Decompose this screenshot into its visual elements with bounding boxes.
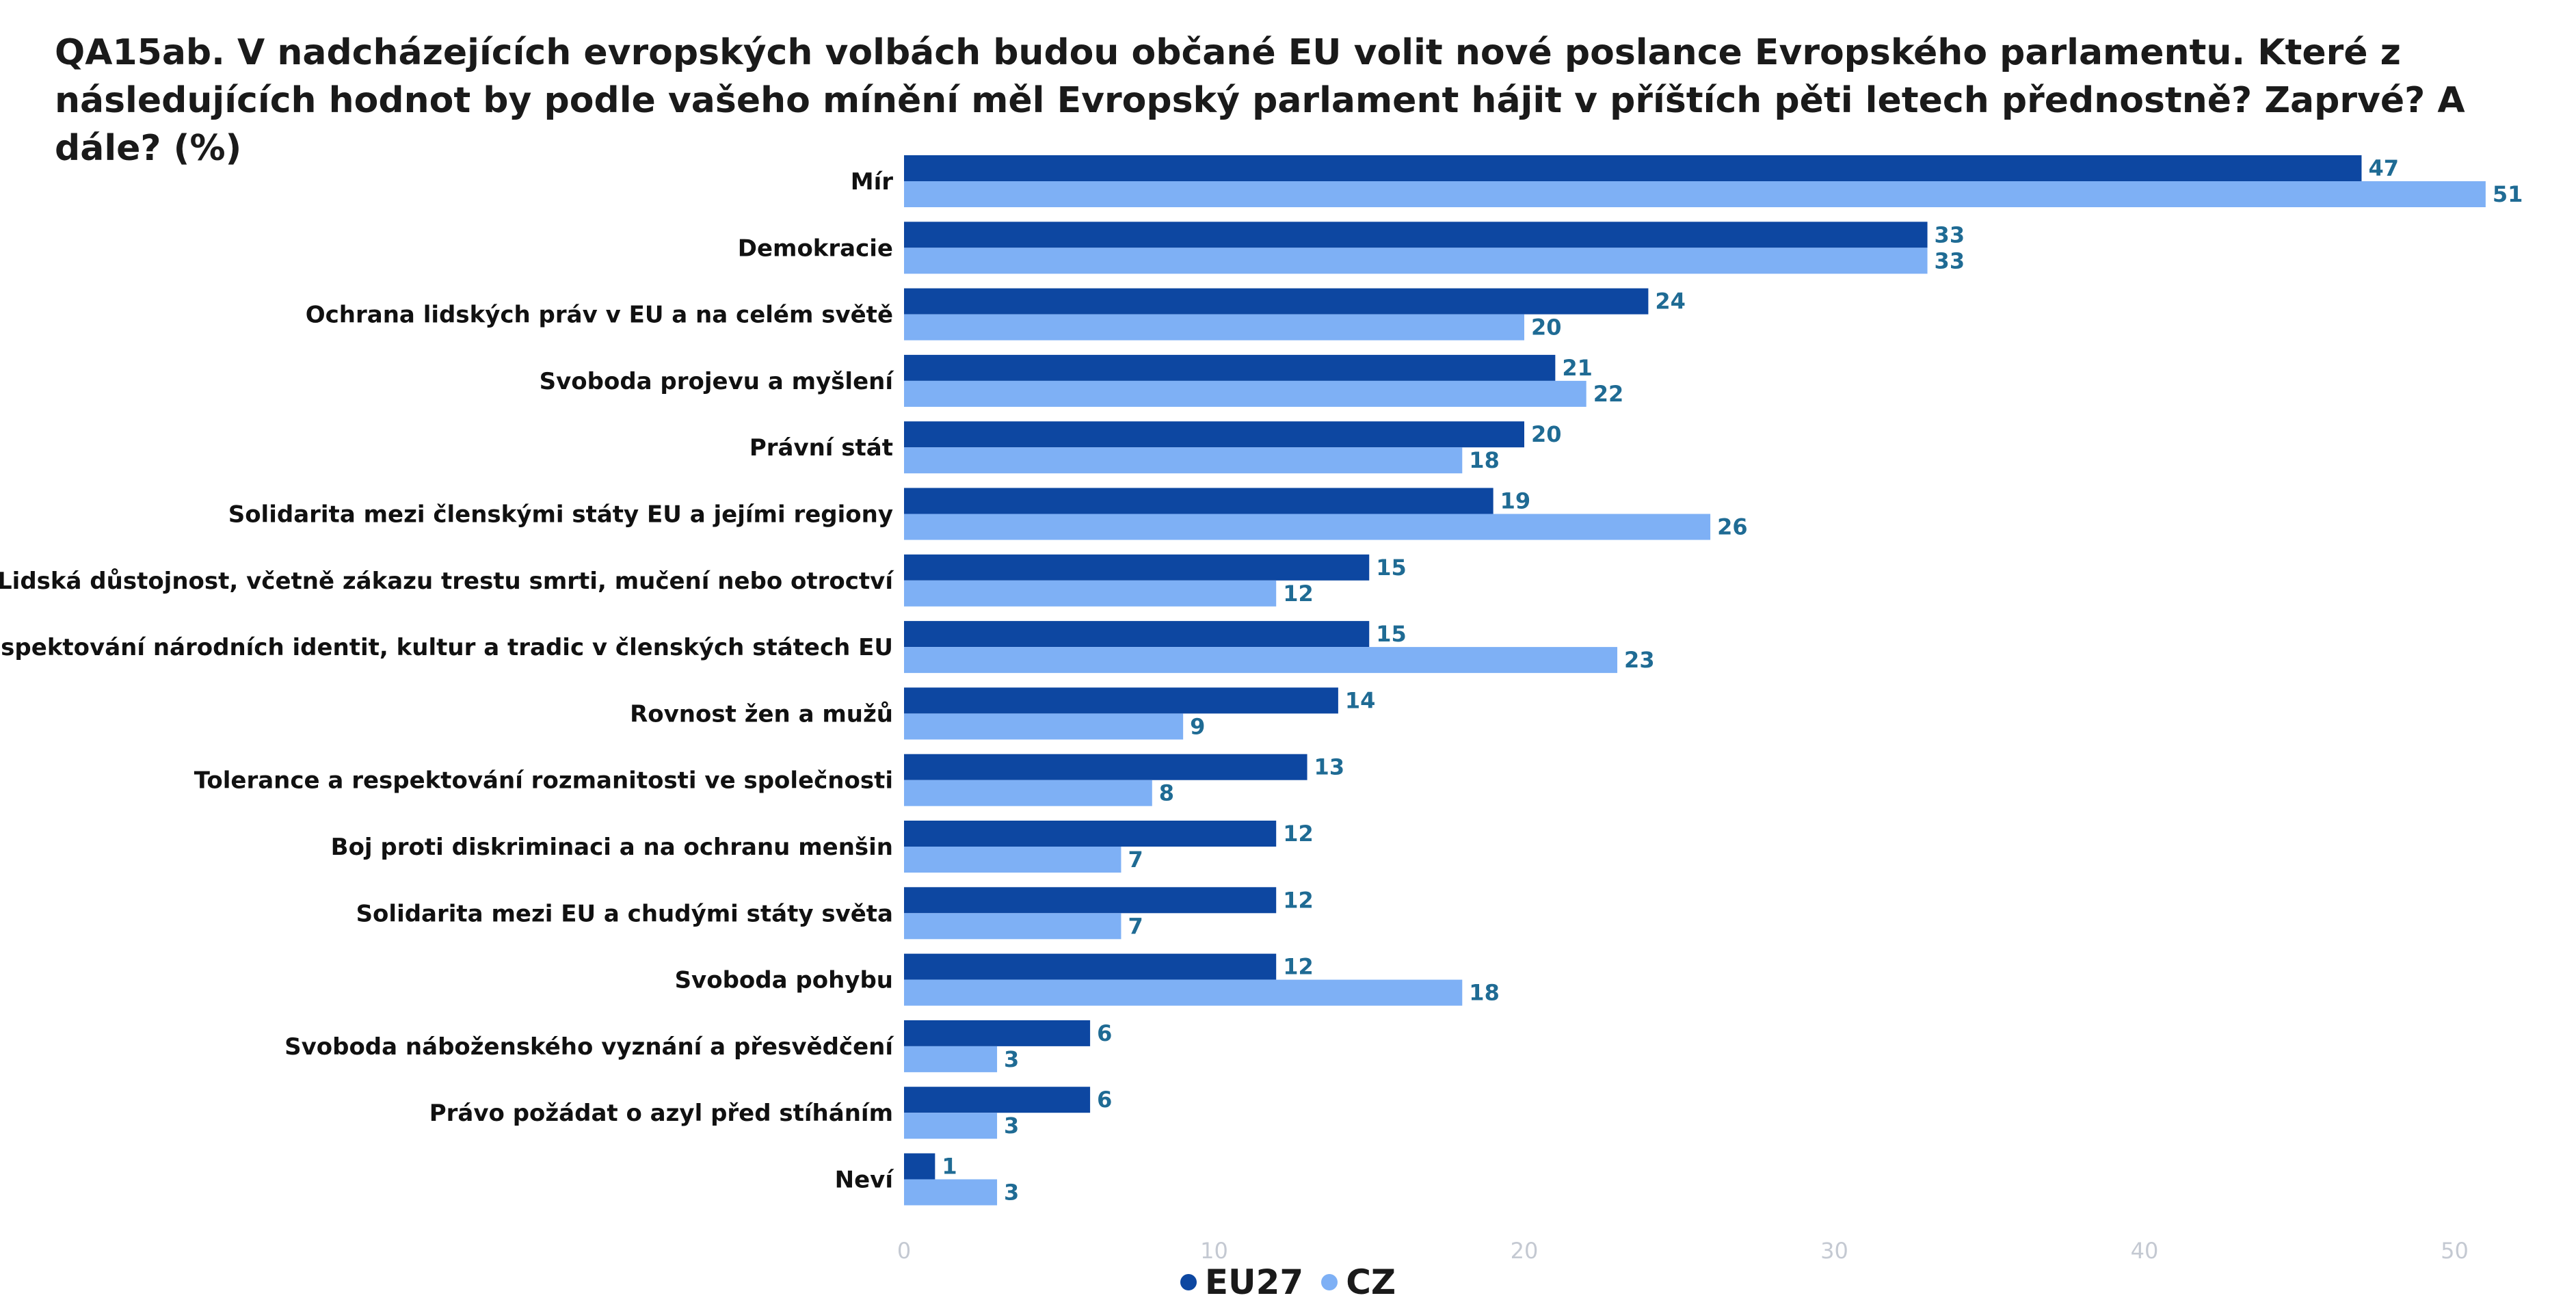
bar-cz-svoboda-projevu-a-mysleni[interactable] bbox=[904, 380, 1586, 407]
value-label-cz-svoboda-pohybu: 18 bbox=[1469, 980, 1500, 1006]
value-label-cz-pravo-pozadat-o-azyl-pred-stihanim: 3 bbox=[1004, 1113, 1019, 1139]
bar-cz-pravni-stat[interactable] bbox=[904, 447, 1463, 474]
bar-eu27-solidarita-mezi-eu-a-chudymi-staty-sveta[interactable] bbox=[904, 887, 1277, 914]
value-label-eu27-nevi: 1 bbox=[942, 1154, 957, 1180]
category-label-pravni-stat: Právní stát bbox=[749, 434, 893, 462]
bar-cz-boj-proti-diskriminaci-a-na-ochranu-mensin[interactable] bbox=[904, 847, 1121, 873]
value-label-cz-lidska-dustojnost-vcetne-zakazu-trestu-smrti-muceni-nebo-otroctvi: 12 bbox=[1283, 581, 1314, 607]
bar-cz-respektovani-narodnich-identit-kultur-a-tradic-v-clenskych-statech-eu[interactable] bbox=[904, 647, 1618, 674]
x-tick-label-50: 50 bbox=[2441, 1238, 2469, 1264]
bar-cz-pravo-pozadat-o-azyl-pred-stihanim[interactable] bbox=[904, 1113, 998, 1139]
x-tick-label-40: 40 bbox=[2131, 1238, 2159, 1264]
category-label-lidska-dustojnost-vcetne-zakazu-trestu-smrti-muceni-nebo-otroctvi: Lidská důstojnost, včetně zákazu trestu … bbox=[0, 568, 894, 595]
x-tick-label-20: 20 bbox=[1511, 1238, 1539, 1264]
legend-marker-cz bbox=[1321, 1274, 1338, 1290]
legend: EU27 CZ bbox=[0, 1258, 2576, 1306]
bar-eu27-nevi[interactable] bbox=[904, 1153, 935, 1180]
bar-eu27-respektovani-narodnich-identit-kultur-a-tradic-v-clenskych-statech-eu[interactable] bbox=[904, 621, 1370, 648]
bar-eu27-boj-proti-diskriminaci-a-na-ochranu-mensin[interactable] bbox=[904, 821, 1277, 847]
value-label-eu27-svoboda-nabozenskeho-vyznani-a-presvedceni: 6 bbox=[1097, 1020, 1112, 1046]
value-label-eu27-mir: 47 bbox=[2368, 155, 2399, 181]
category-label-ochrana-lidskych-prav-v-eu-a-na-celem-svete: Ochrana lidských práv v EU a na celém sv… bbox=[306, 302, 893, 329]
value-label-eu27-respektovani-narodnich-identit-kultur-a-tradic-v-clenskych-statech-eu: 15 bbox=[1376, 621, 1407, 647]
legend-item-eu27[interactable]: EU27 bbox=[1180, 1262, 1303, 1302]
value-label-cz-ochrana-lidskych-prav-v-eu-a-na-celem-svete: 20 bbox=[1531, 315, 1562, 341]
bar-eu27-solidarita-mezi-clenskymi-staty-eu-a-jejimi-regiony[interactable] bbox=[904, 488, 1493, 514]
bars-layer bbox=[904, 155, 2486, 1206]
category-label-svoboda-projevu-a-mysleni: Svoboda projevu a myšlení bbox=[540, 368, 895, 395]
value-label-eu27-pravni-stat: 20 bbox=[1531, 421, 1562, 447]
category-label-svoboda-pohybu: Svoboda pohybu bbox=[675, 967, 893, 994]
category-label-respektovani-narodnich-identit-kultur-a-tradic-v-clenskych-statech-eu: Respektování národních identit, kultur a… bbox=[0, 634, 893, 661]
bar-cz-lidska-dustojnost-vcetne-zakazu-trestu-smrti-muceni-nebo-otroctvi[interactable] bbox=[904, 580, 1277, 607]
bar-eu27-svoboda-projevu-a-mysleni[interactable] bbox=[904, 354, 1556, 381]
category-label-pravo-pozadat-o-azyl-pred-stihanim: Právo požádat o azyl před stíháním bbox=[429, 1100, 893, 1127]
category-label-mir: Mír bbox=[851, 168, 893, 196]
category-label-boj-proti-diskriminaci-a-na-ochranu-mensin: Boj proti diskriminaci a na ochranu menš… bbox=[331, 834, 893, 861]
bar-eu27-ochrana-lidskych-prav-v-eu-a-na-celem-svete[interactable] bbox=[904, 288, 1649, 315]
bar-eu27-pravo-pozadat-o-azyl-pred-stihanim[interactable] bbox=[904, 1087, 1091, 1113]
x-tick-label-10: 10 bbox=[1200, 1238, 1228, 1264]
x-axis-ticks: 0 10 20 30 40 50 bbox=[897, 1238, 2469, 1264]
bar-cz-tolerance-a-respektovani-rozmanitosti-ve-spolecnosti[interactable] bbox=[904, 780, 1152, 806]
value-label-eu27-svoboda-pohybu: 12 bbox=[1283, 954, 1314, 980]
bar-cz-mir[interactable] bbox=[904, 181, 2486, 207]
value-label-cz-nevi: 3 bbox=[1004, 1180, 1019, 1206]
category-label-demokracie: Demokracie bbox=[738, 235, 893, 262]
category-label-solidarita-mezi-eu-a-chudymi-staty-sveta: Solidarita mezi EU a chudými státy světa bbox=[356, 900, 893, 927]
legend-item-cz[interactable]: CZ bbox=[1321, 1262, 1396, 1302]
bar-cz-rovnost-zen-a-muzu[interactable] bbox=[904, 713, 1184, 740]
bar-eu27-pravni-stat[interactable] bbox=[904, 421, 1524, 448]
value-label-cz-boj-proti-diskriminaci-a-na-ochranu-mensin: 7 bbox=[1128, 847, 1143, 873]
value-label-eu27-demokracie: 33 bbox=[1935, 222, 1965, 248]
bar-cz-svoboda-nabozenskeho-vyznani-a-presvedceni[interactable] bbox=[904, 1046, 998, 1072]
value-label-eu27-ochrana-lidskych-prav-v-eu-a-na-celem-svete: 24 bbox=[1655, 289, 1686, 315]
bar-cz-demokracie[interactable] bbox=[904, 248, 1928, 274]
value-labels: 4751333324202122201819261512152314913812… bbox=[942, 155, 2523, 1206]
legend-label-eu27: EU27 bbox=[1204, 1262, 1304, 1302]
bar-cz-solidarita-mezi-clenskymi-staty-eu-a-jejimi-regiony[interactable] bbox=[904, 514, 1711, 540]
value-label-cz-rovnost-zen-a-muzu: 9 bbox=[1190, 713, 1205, 739]
value-label-eu27-lidska-dustojnost-vcetne-zakazu-trestu-smrti-muceni-nebo-otroctvi: 15 bbox=[1376, 555, 1407, 581]
value-label-eu27-rovnost-zen-a-muzu: 14 bbox=[1345, 687, 1376, 713]
value-label-cz-respektovani-narodnich-identit-kultur-a-tradic-v-clenskych-statech-eu: 23 bbox=[1624, 647, 1655, 673]
value-label-eu27-solidarita-mezi-clenskymi-staty-eu-a-jejimi-regiony: 19 bbox=[1500, 488, 1531, 514]
bar-cz-solidarita-mezi-eu-a-chudymi-staty-sveta[interactable] bbox=[904, 913, 1121, 940]
value-label-cz-solidarita-mezi-eu-a-chudymi-staty-sveta: 7 bbox=[1128, 913, 1143, 939]
legend-label-cz: CZ bbox=[1346, 1262, 1396, 1302]
bar-eu27-svoboda-nabozenskeho-vyznani-a-presvedceni[interactable] bbox=[904, 1020, 1091, 1046]
bar-cz-svoboda-pohybu[interactable] bbox=[904, 979, 1463, 1006]
bar-eu27-lidska-dustojnost-vcetne-zakazu-trestu-smrti-muceni-nebo-otroctvi[interactable] bbox=[904, 554, 1370, 581]
bar-eu27-rovnost-zen-a-muzu[interactable] bbox=[904, 687, 1338, 714]
value-label-cz-svoboda-projevu-a-mysleni: 22 bbox=[1593, 381, 1624, 407]
category-label-solidarita-mezi-clenskymi-staty-eu-a-jejimi-regiony: Solidarita mezi členskými státy EU a jej… bbox=[228, 501, 893, 529]
category-label-nevi: Neví bbox=[835, 1167, 895, 1194]
bar-eu27-tolerance-a-respektovani-rozmanitosti-ve-spolecnosti[interactable] bbox=[904, 754, 1307, 780]
category-labels: Mír Demokracie Ochrana lidských práv v EU … bbox=[0, 168, 894, 1194]
value-label-eu27-solidarita-mezi-eu-a-chudymi-staty-sveta: 12 bbox=[1283, 887, 1314, 913]
value-label-eu27-tolerance-a-respektovani-rozmanitosti-ve-spolecnosti: 13 bbox=[1314, 754, 1345, 780]
category-label-rovnost-zen-a-muzu: Rovnost žen a mužů bbox=[630, 700, 893, 728]
value-label-eu27-pravo-pozadat-o-azyl-pred-stihanim: 6 bbox=[1097, 1087, 1112, 1113]
chart-title: QA15ab. V nadcházejících evropských volb… bbox=[55, 32, 2465, 169]
bar-cz-nevi[interactable] bbox=[904, 1179, 998, 1206]
value-label-cz-demokracie: 33 bbox=[1935, 248, 1965, 274]
x-tick-label-30: 30 bbox=[1820, 1238, 1848, 1264]
x-tick-label-0: 0 bbox=[897, 1238, 911, 1264]
legend-marker-eu27 bbox=[1180, 1274, 1197, 1290]
value-label-cz-solidarita-mezi-clenskymi-staty-eu-a-jejimi-regiony: 26 bbox=[1717, 514, 1748, 540]
bar-eu27-demokracie[interactable] bbox=[904, 222, 1928, 248]
bar-eu27-mir[interactable] bbox=[904, 155, 2362, 181]
value-label-cz-svoboda-nabozenskeho-vyznani-a-presvedceni: 3 bbox=[1004, 1046, 1019, 1072]
value-label-cz-pravni-stat: 18 bbox=[1469, 447, 1500, 473]
value-label-eu27-svoboda-projevu-a-mysleni: 21 bbox=[1562, 355, 1593, 381]
value-label-cz-tolerance-a-respektovani-rozmanitosti-ve-spolecnosti: 8 bbox=[1159, 780, 1174, 806]
bar-eu27-svoboda-pohybu[interactable] bbox=[904, 953, 1277, 980]
value-label-cz-mir: 51 bbox=[2493, 181, 2523, 207]
bar-cz-ochrana-lidskych-prav-v-eu-a-na-celem-svete[interactable] bbox=[904, 314, 1524, 341]
value-label-eu27-boj-proti-diskriminaci-a-na-ochranu-mensin: 12 bbox=[1283, 821, 1314, 847]
category-label-tolerance-a-respektovani-rozmanitosti-ve-spolecnosti: Tolerance a respektování rozmanitosti ve… bbox=[194, 767, 893, 795]
category-label-svoboda-nabozenskeho-vyznani-a-presvedceni: Svoboda náboženského vyznání a přesvědče… bbox=[284, 1033, 894, 1061]
